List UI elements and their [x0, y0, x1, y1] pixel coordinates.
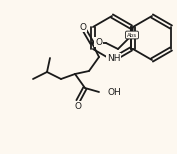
Text: NH: NH: [107, 53, 121, 63]
Text: Abs: Abs: [127, 32, 137, 38]
Text: OH: OH: [107, 87, 121, 97]
Text: O: O: [79, 22, 87, 32]
Text: O: O: [95, 38, 102, 47]
Text: O: O: [75, 101, 81, 111]
